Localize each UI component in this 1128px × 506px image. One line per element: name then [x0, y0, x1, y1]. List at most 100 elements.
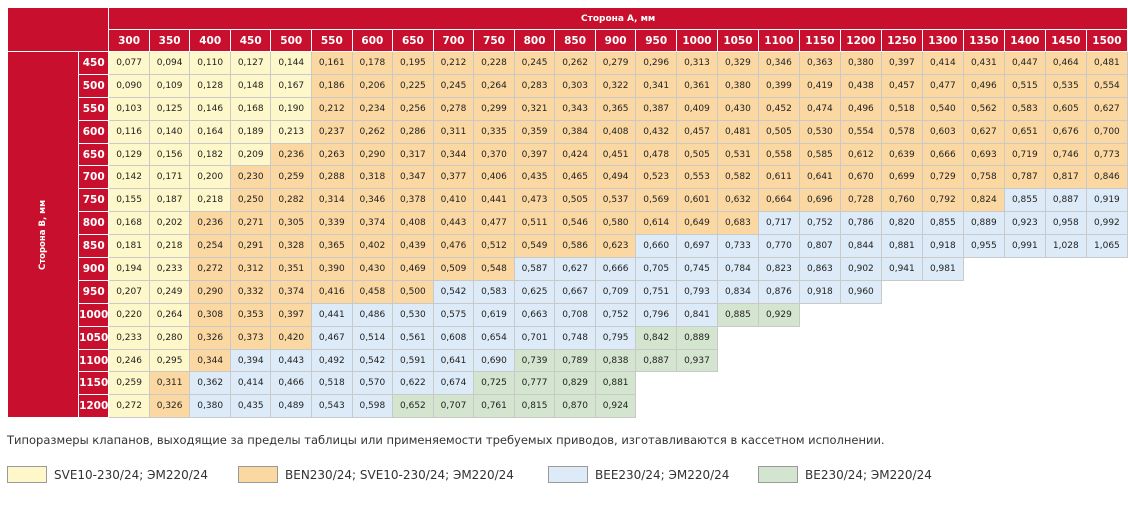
table-cell: 0,542 — [351, 348, 394, 373]
empty-cell — [922, 326, 964, 350]
table-cell: 1,065 — [1085, 234, 1128, 259]
table-cell: 0,881 — [880, 234, 923, 259]
empty-cell — [881, 394, 923, 418]
table-cell: 0,603 — [921, 119, 964, 144]
table-cell: 0,441 — [473, 188, 515, 213]
table-row: 1050 0,233 0,280 0,326 0,373 0,420 0,467 0,514 0… — [8, 325, 1128, 350]
legend-label: BE230/24; ЭМ220/24 — [805, 468, 932, 482]
empty-cell — [1086, 303, 1128, 327]
table-cell: 0,230 — [229, 165, 272, 190]
table-cell: 0,758 — [962, 165, 1005, 190]
table-row: 500 0,090 0,109 0,128 0,148 0,167 0,186 0,206 0,… — [8, 73, 1128, 98]
table-cell: 0,770 — [757, 234, 800, 259]
table-cell: 0,220 — [108, 302, 150, 327]
table-cell: 0,402 — [351, 234, 394, 259]
table-cell: 0,359 — [513, 119, 556, 144]
table-cell: 0,844 — [839, 234, 882, 259]
table-cell: 0,156 — [148, 142, 191, 167]
row-header: 700 — [78, 165, 110, 190]
column-header: 1150 — [798, 29, 841, 52]
table-cell: 0,256 — [392, 96, 434, 121]
table-cell: 0,280 — [148, 325, 191, 350]
table-row: 550 0,103 0,125 0,146 0,168 0,190 0,212 0,234 0,… — [8, 96, 1128, 121]
legend-swatch — [758, 466, 798, 483]
empty-cell — [1004, 394, 1046, 418]
row-header: 750 — [78, 188, 110, 213]
table-cell: 0,245 — [513, 51, 556, 75]
table-cell: 0,562 — [962, 96, 1005, 121]
table-cell: 0,924 — [594, 394, 637, 419]
table-cell: 0,608 — [432, 325, 475, 350]
table-cell: 0,420 — [270, 325, 313, 350]
table-cell: 0,311 — [432, 119, 475, 144]
table-cell: 0,272 — [108, 394, 150, 419]
table-cell: 0,876 — [757, 279, 800, 304]
table-cell: 0,697 — [675, 234, 718, 259]
table-cell: 0,430 — [351, 257, 394, 281]
table-cell: 0,262 — [554, 51, 596, 75]
table-cell: 0,512 — [473, 234, 515, 259]
table-cell: 0,103 — [108, 96, 150, 121]
table-cell: 0,305 — [270, 211, 313, 236]
table-cell: 0,870 — [554, 394, 596, 419]
side-b-title: Сторона В, мм — [6, 50, 80, 419]
table-cell: 0,128 — [189, 73, 231, 98]
table-cell: 0,887 — [635, 348, 677, 373]
table-cell: 0,127 — [229, 51, 272, 75]
table-cell: 0,627 — [1085, 96, 1128, 121]
table-cell: 0,346 — [757, 51, 800, 75]
table-cell: 0,958 — [1044, 211, 1087, 236]
table-cell: 0,652 — [392, 394, 434, 419]
table-cell: 0,623 — [594, 234, 637, 259]
table-cell: 0,109 — [148, 73, 191, 98]
empty-cell — [922, 280, 964, 304]
column-header: 500 — [270, 29, 313, 52]
table-cell: 0,397 — [880, 51, 923, 75]
table-cell: 0,795 — [594, 325, 637, 350]
table-cell: 0,209 — [229, 142, 272, 167]
row-header: 800 — [78, 211, 110, 236]
table-cell: 0,397 — [270, 302, 313, 327]
table-cell: 0,424 — [554, 142, 596, 167]
empty-cell — [1045, 257, 1087, 281]
table-cell: 0,701 — [513, 325, 556, 350]
table-cell: 0,496 — [839, 96, 882, 121]
table-cell: 0,919 — [1085, 188, 1128, 213]
table-cell: 0,466 — [270, 371, 313, 396]
table-row: 600 0,116 0,140 0,164 0,189 0,213 0,237 0,262 0,… — [8, 119, 1128, 144]
row-header: 1150 — [78, 371, 110, 396]
table-cell: 0,941 — [880, 257, 923, 281]
table-cell: 0,746 — [1044, 142, 1087, 167]
table-cell: 0,362 — [189, 371, 231, 396]
table-cell: 0,543 — [311, 394, 353, 419]
table-cell: 0,439 — [392, 234, 434, 259]
table-cell: 0,399 — [757, 73, 800, 98]
table-row: 900 0,194 0,233 0,272 0,312 0,351 0,390 0,430 0,… — [8, 257, 1128, 281]
table-cell: 0,641 — [432, 348, 475, 373]
table-cell: 0,546 — [554, 211, 596, 236]
table-row: 1150 0,259 0,311 0,362 0,414 0,466 0,518 0,570 0… — [8, 371, 1128, 396]
table-cell: 0,664 — [757, 188, 800, 213]
table-cell: 0,351 — [270, 257, 313, 281]
table-cell: 0,408 — [392, 211, 434, 236]
table-cell: 0,370 — [473, 142, 515, 167]
table-cell: 0,639 — [880, 142, 923, 167]
column-header: 950 — [635, 29, 677, 52]
table-cell: 0,110 — [189, 51, 231, 75]
legend-swatch — [7, 466, 47, 483]
empty-cell — [1045, 280, 1087, 304]
empty-cell — [717, 326, 759, 350]
table-cell: 0,094 — [148, 51, 191, 75]
table-cell: 0,937 — [675, 348, 718, 373]
table-cell: 0,189 — [229, 119, 272, 144]
table-cell: 0,291 — [229, 234, 272, 259]
table-cell: 0,709 — [594, 279, 637, 304]
table-cell: 0,259 — [270, 165, 313, 190]
table-cell: 0,838 — [594, 348, 637, 373]
table-cell: 0,700 — [1085, 119, 1128, 144]
table-cell: 0,218 — [148, 234, 191, 259]
table-cell: 0,328 — [270, 234, 313, 259]
table-cell: 0,374 — [270, 279, 313, 304]
table-cell: 0,419 — [798, 73, 841, 98]
table-cell: 0,326 — [148, 394, 191, 419]
